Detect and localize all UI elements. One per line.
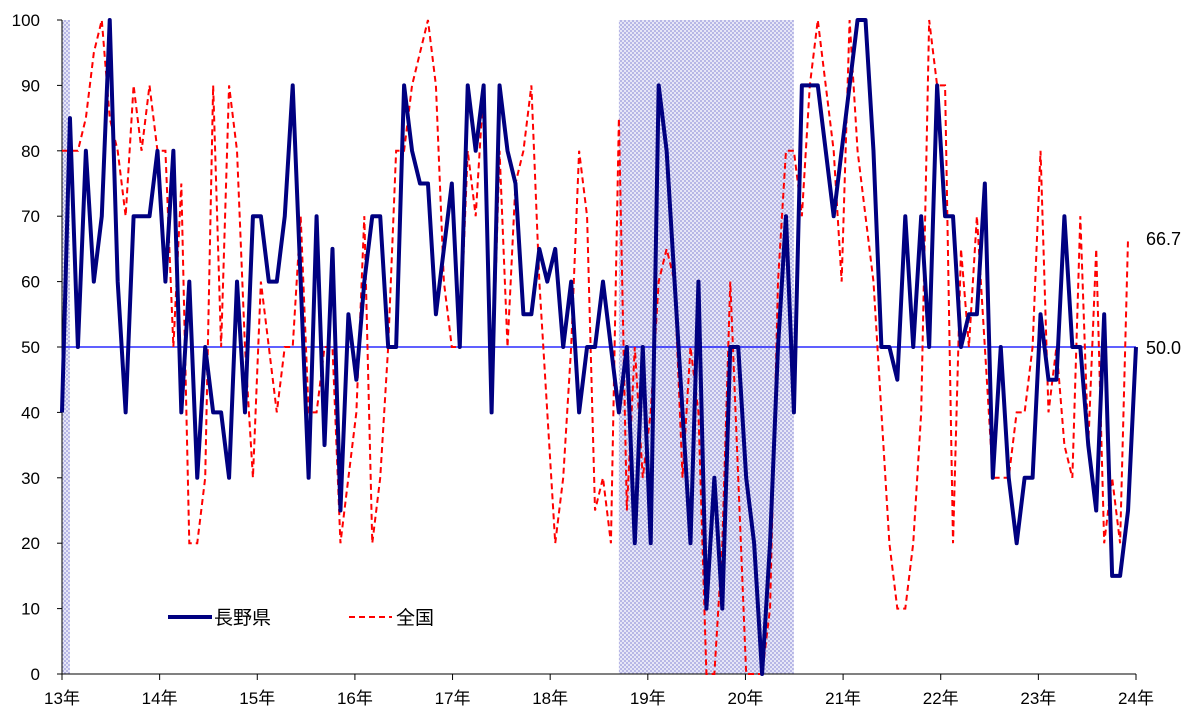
y-tick-label: 90 (21, 76, 40, 95)
x-tick-label: 20年 (727, 689, 763, 708)
reference-line-label: 50.0 (1146, 338, 1181, 358)
series-line-nagano (60, 18, 1138, 676)
y-tick-label: 20 (21, 534, 40, 553)
series-line-zenkoku (62, 19, 1130, 675)
end-labels: 50.0 66.7 (1146, 229, 1181, 358)
y-tick-label: 50 (21, 338, 40, 357)
y-tick-label: 80 (21, 142, 40, 161)
y-tick-label: 30 (21, 469, 40, 488)
series-layer (60, 18, 1138, 676)
x-tick-label: 13年 (44, 689, 80, 708)
y-tick-label: 0 (31, 665, 40, 684)
y-tick-label: 60 (21, 273, 40, 292)
x-tick-label: 17年 (435, 689, 471, 708)
x-tick-label: 22年 (923, 689, 959, 708)
legend: 長野県 全国 (168, 607, 434, 629)
y-tick-label: 10 (21, 600, 40, 619)
x-tick-label: 19年 (630, 689, 666, 708)
x-tick-label: 15年 (239, 689, 275, 708)
y-tick-label: 40 (21, 403, 40, 422)
x-tick-label: 16年 (337, 689, 373, 708)
legend-label-zenkoku: 全国 (396, 607, 434, 629)
legend-label-nagano: 長野県 (214, 608, 271, 629)
y-tick-label: 100 (12, 11, 40, 30)
x-tick-label: 24年 (1118, 689, 1154, 708)
x-tick-label: 18年 (532, 689, 568, 708)
series-end-label-zenkoku: 66.7 (1146, 229, 1181, 249)
x-tick-label: 14年 (142, 689, 178, 708)
y-tick-label: 70 (21, 207, 40, 226)
x-tick-label: 21年 (825, 689, 861, 708)
x-tick-label: 23年 (1020, 689, 1056, 708)
axes: 0 10 20 30 40 50 60 70 80 90 100 13年 14年 15年 16年 17年 18年… (12, 11, 1154, 708)
